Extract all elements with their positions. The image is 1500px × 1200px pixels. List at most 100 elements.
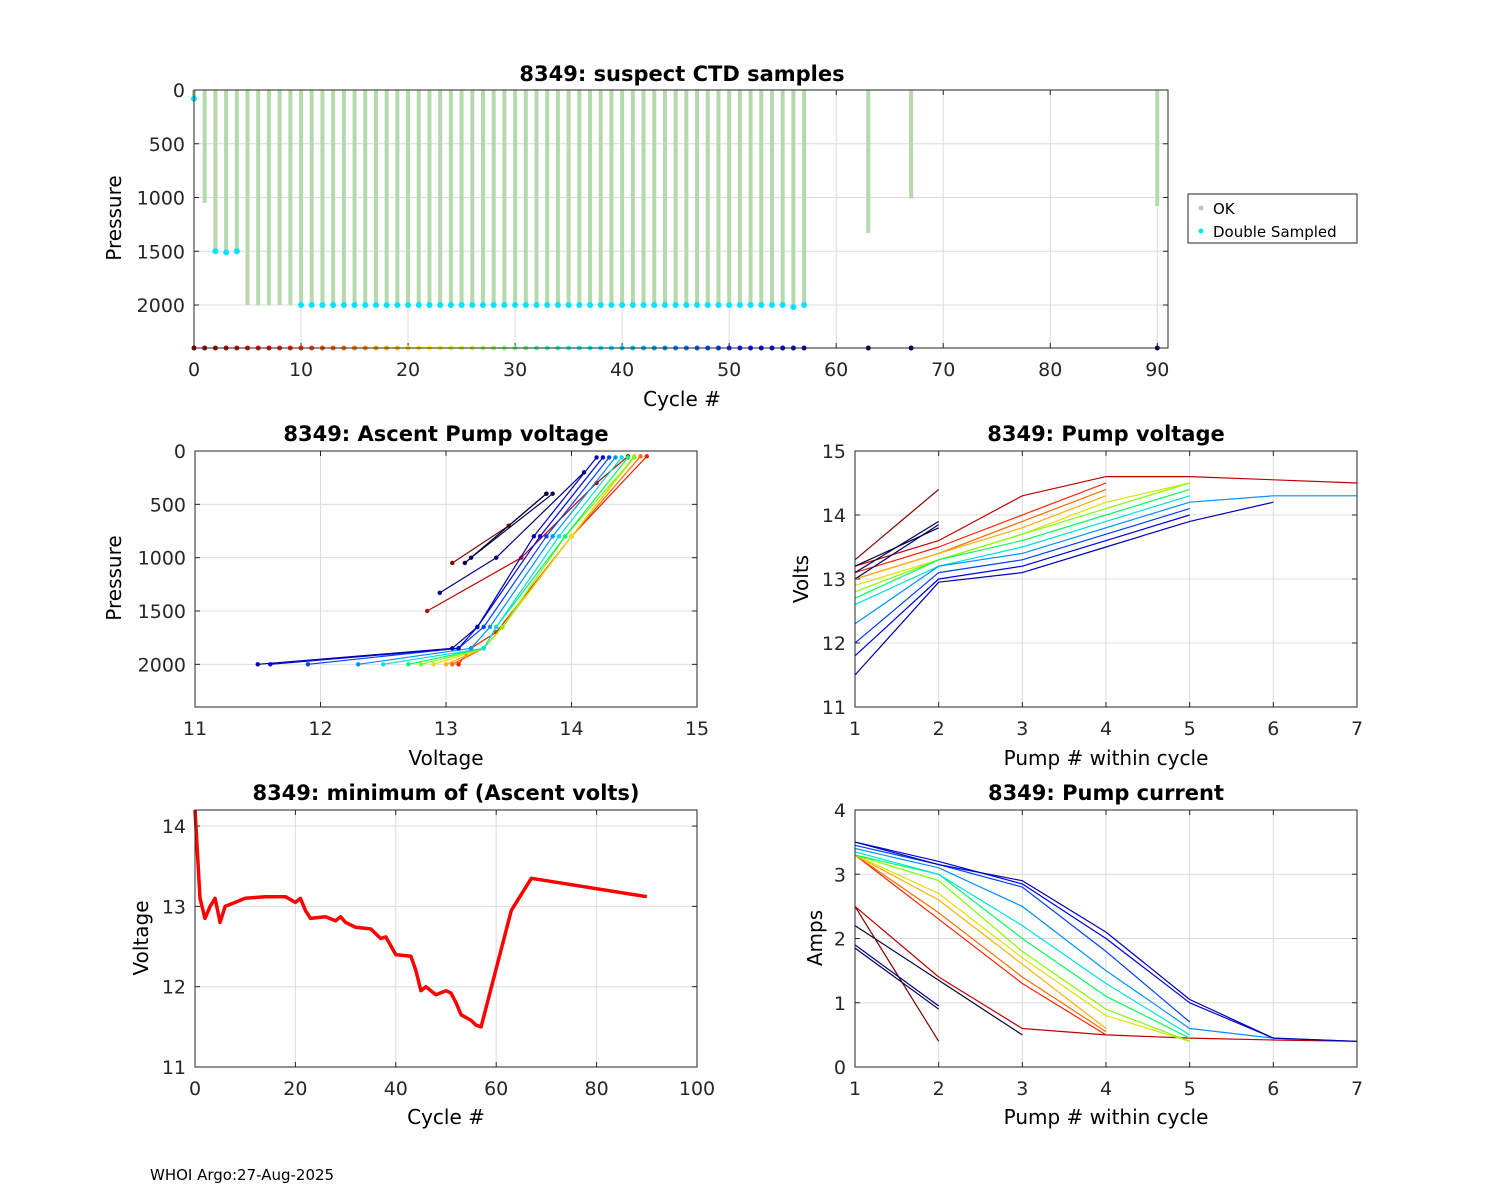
- axes-frame: [194, 809, 698, 1068]
- y-tick-label: 12: [822, 633, 846, 655]
- y-tick-label: 15: [822, 441, 846, 463]
- axes-frame: [194, 450, 698, 708]
- chart-title: 8349: Pump current: [988, 781, 1224, 805]
- x-tick-label: 80: [585, 1078, 609, 1100]
- x-tick-label: 20: [396, 359, 420, 381]
- y-tick-label: 14: [162, 816, 186, 838]
- y-tick-label: 13: [822, 569, 846, 591]
- double-sampled-point: [640, 302, 647, 308]
- x-tick-label: 60: [824, 359, 848, 381]
- series-line: [854, 854, 1190, 1042]
- data-marks: [193, 809, 648, 1029]
- double-sampled-point: [394, 302, 401, 308]
- axes-minv: 0 20 40 60 80 100 11 12 13 14: [162, 809, 715, 1100]
- series-line: [854, 482, 1190, 593]
- series-point: [468, 646, 474, 651]
- series-point: [456, 646, 461, 651]
- x-tick-label: 7: [1351, 718, 1363, 740]
- y-axis-label: Voltage: [129, 900, 153, 975]
- y-tick-label: 1500: [137, 241, 185, 263]
- x-tick-label: 3: [1016, 1078, 1028, 1100]
- series-point: [594, 455, 599, 460]
- series-point: [305, 662, 311, 667]
- double-sampled-point: [233, 248, 240, 255]
- series-point: [500, 624, 505, 630]
- series-point: [569, 534, 574, 539]
- x-tick-label: 0: [188, 359, 200, 381]
- double-sampled-point: [726, 302, 733, 308]
- double-sampled-point: [426, 302, 433, 308]
- series-line: [854, 476, 1358, 567]
- double-sampled-point: [458, 302, 465, 308]
- double-sampled-point: [479, 302, 486, 308]
- series-point: [450, 662, 455, 667]
- series-line: [854, 844, 1191, 1023]
- double-sampled-point: [661, 302, 668, 308]
- double-sampled-point: [533, 302, 540, 308]
- series-point: [424, 608, 430, 614]
- series-point: [355, 662, 361, 667]
- x-tick-label: 60: [484, 1078, 508, 1100]
- y-tick-label: 1500: [138, 601, 186, 623]
- series-line: [854, 495, 1107, 580]
- series-point: [443, 662, 449, 667]
- x-tick-label: 2: [933, 718, 945, 740]
- double-sampled-point: [683, 302, 690, 308]
- x-tick-label: 4: [1100, 718, 1112, 740]
- series-line: [854, 947, 940, 1010]
- x-tick-label: 1: [849, 1078, 861, 1100]
- series-line: [470, 493, 554, 559]
- double-sampled-point: [415, 302, 422, 308]
- series-line: [854, 841, 1358, 1042]
- chart-title: 8349: Ascent Pump voltage: [283, 422, 608, 446]
- axes-ascent: 11 12 13 14 15 0 500 1000 1500 2000: [138, 441, 709, 740]
- series-line: [854, 841, 1274, 1039]
- series-line: [193, 809, 648, 1029]
- x-tick-label: 13: [434, 718, 458, 740]
- y-tick-label: 0: [834, 1057, 846, 1079]
- data-marks: [854, 841, 1358, 1042]
- series-point: [644, 454, 649, 459]
- series-line: [854, 488, 1190, 599]
- axes-frame: [854, 450, 1358, 708]
- x-tick-label: 6: [1267, 1078, 1279, 1100]
- x-tick-label: 40: [384, 1078, 408, 1100]
- series-point: [544, 534, 549, 539]
- chart-title: 8349: Pump voltage: [987, 422, 1225, 446]
- series-line: [464, 493, 547, 564]
- y-tick-label: 500: [150, 494, 186, 516]
- series-line: [854, 925, 1023, 1036]
- legend-label-double-sampled: Double Sampled: [1213, 223, 1337, 241]
- series-point: [544, 491, 549, 496]
- double-sampled-point: [512, 302, 519, 308]
- series-point: [418, 662, 424, 667]
- series-point: [556, 534, 562, 539]
- plot-area: [195, 810, 697, 1067]
- x-tick-label: 20: [283, 1078, 307, 1100]
- panel-minimum-ascent-volts: 0 20 40 60 80 100 11 12 13 14 8349: minimum of (A…: [129, 781, 715, 1129]
- series-line: [854, 501, 1274, 676]
- double-sampled-point: [672, 302, 679, 308]
- x-tick-label: 14: [559, 718, 583, 740]
- double-sampled-point: [576, 302, 583, 308]
- series-point: [550, 491, 555, 496]
- series-line: [854, 854, 1107, 1033]
- series-point: [550, 534, 555, 539]
- double-sampled-point: [544, 302, 551, 308]
- double-sampled-point: [351, 302, 358, 308]
- x-axis-label: Cycle #: [407, 1105, 485, 1129]
- x-tick-label: 10: [289, 359, 313, 381]
- series-line: [854, 854, 1190, 1042]
- series-point: [613, 455, 618, 460]
- data-marks: [255, 454, 649, 667]
- double-sampled-point: [801, 302, 808, 308]
- x-axis-label: Cycle #: [643, 387, 721, 411]
- double-sampled-point: [405, 302, 412, 308]
- y-tick-label: 1000: [138, 548, 186, 570]
- double-sampled-point: [522, 302, 529, 308]
- x-axis-label: Pump # within cycle: [1004, 1105, 1209, 1129]
- y-tick-label: 13: [162, 896, 186, 918]
